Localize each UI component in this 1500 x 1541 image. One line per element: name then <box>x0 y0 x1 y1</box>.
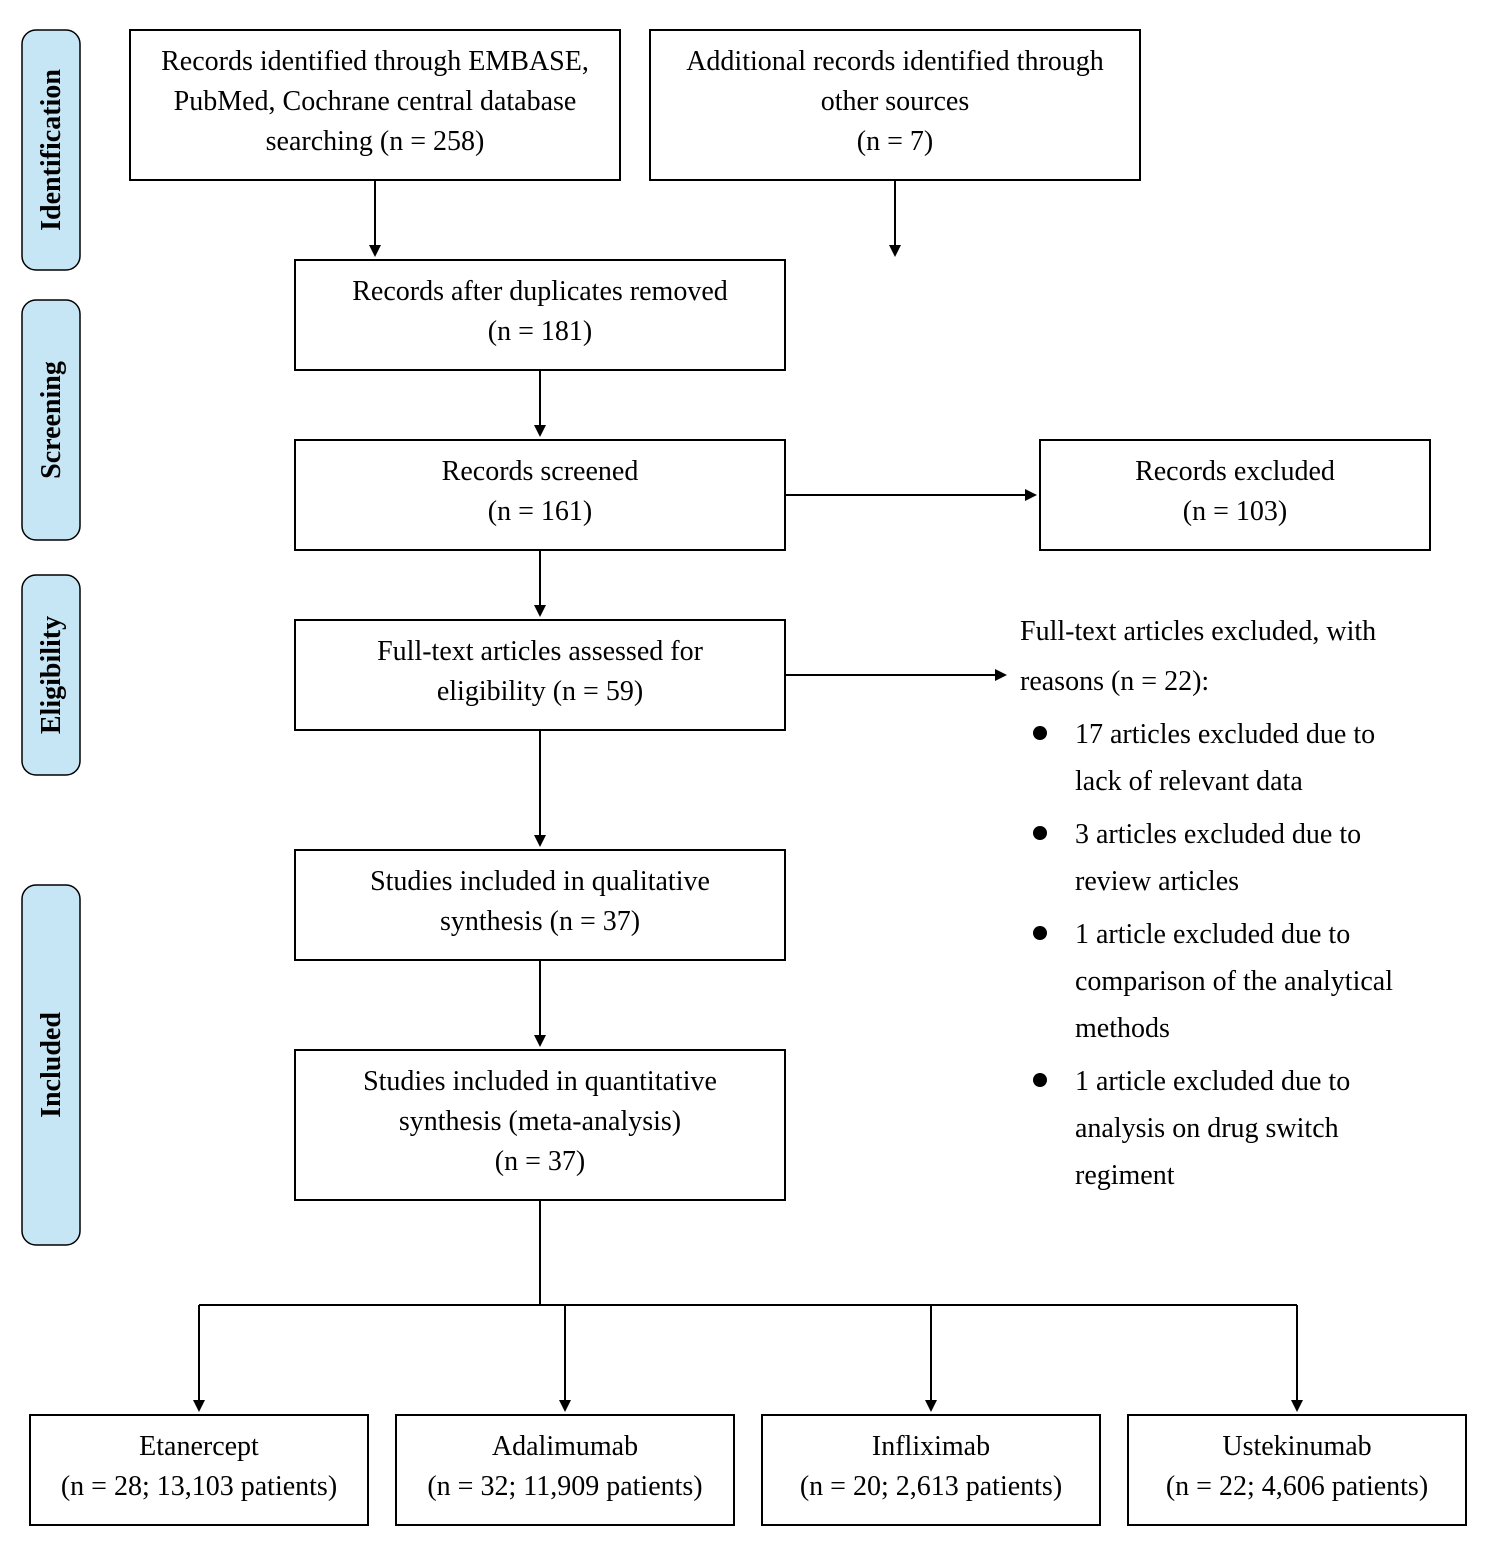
screened-line1: Records screened <box>442 456 639 487</box>
box-qualitative: Studies included in qualitative synthesi… <box>295 850 785 960</box>
identified-db-line1: Records identified through EMBASE, <box>161 46 589 77</box>
drug4-line2: (n = 22; 4,606 patients) <box>1166 1471 1428 1502</box>
qual-line1: Studies included in qualitative <box>370 866 710 897</box>
box-fulltext-assessed: Full-text articles assessed for eligibil… <box>295 620 785 730</box>
fulltext-excluded-reasons: Full-text articles excluded, with reason… <box>1020 616 1393 1191</box>
identified-other-line1: Additional records identified through <box>686 46 1104 77</box>
drug3-line2: (n = 20; 2,613 patients) <box>800 1471 1062 1502</box>
quant-line1: Studies included in quantitative <box>363 1066 717 1097</box>
stage-identification-label: Identification <box>36 69 67 231</box>
box-drug-infliximab: Infliximab (n = 20; 2,613 patients) <box>762 1415 1100 1525</box>
after-dup-line1: Records after duplicates removed <box>352 276 728 307</box>
excluded-ft-header-l2: reasons (n = 22): <box>1020 666 1209 697</box>
box-after-duplicates: Records after duplicates removed (n = 18… <box>295 260 785 370</box>
drug4-line1: Ustekinumab <box>1222 1431 1371 1462</box>
excluded-ft-b1-l2: lack of relevant data <box>1075 766 1303 797</box>
excluded-ft-b2-l1: 3 articles excluded due to <box>1075 819 1361 850</box>
identified-db-line3: searching (n = 258) <box>266 126 485 157</box>
excluded-ft-b3-l2: comparison of the analytical <box>1075 966 1393 997</box>
excluded-screen-line1: Records excluded <box>1135 456 1335 487</box>
box-quantitative: Studies included in quantitative synthes… <box>295 1050 785 1200</box>
qual-line2: synthesis (n = 37) <box>440 906 640 937</box>
excluded-ft-b4-l3: regiment <box>1075 1160 1175 1191</box>
box-screened: Records screened (n = 161) <box>295 440 785 550</box>
quant-line2: synthesis (meta-analysis) <box>399 1106 681 1137</box>
drug1-line2: (n = 28; 13,103 patients) <box>61 1471 337 1502</box>
drug2-line1: Adalimumab <box>492 1431 638 1462</box>
after-dup-line2: (n = 181) <box>488 316 592 347</box>
excluded-ft-b1-l1: 17 articles excluded due to <box>1075 719 1375 750</box>
fulltext-line2: eligibility (n = 59) <box>437 676 643 707</box>
stage-included-label: Included <box>36 1012 67 1118</box>
box-drug-ustekinumab: Ustekinumab (n = 22; 4,606 patients) <box>1128 1415 1466 1525</box>
stage-eligibility-label: Eligibility <box>36 616 67 734</box>
excluded-ft-header-l1: Full-text articles excluded, with <box>1020 616 1376 647</box>
excluded-ft-b3-l1: 1 article excluded due to <box>1075 919 1350 950</box>
prisma-flowchart: Identification Screening Eligibility Inc… <box>0 0 1500 1541</box>
excluded-ft-b4-l2: analysis on drug switch <box>1075 1113 1339 1144</box>
box-excluded-screen: Records excluded (n = 103) <box>1040 440 1430 550</box>
excluded-ft-b3-l3: methods <box>1075 1013 1170 1044</box>
quant-line3: (n = 37) <box>495 1146 585 1177</box>
excluded-ft-b2-l2: review articles <box>1075 866 1239 897</box>
identified-db-line2: PubMed, Cochrane central database <box>174 86 577 117</box>
screened-line2: (n = 161) <box>488 496 592 527</box>
drug1-line1: Etanercept <box>139 1431 259 1462</box>
drug3-line1: Infliximab <box>872 1431 990 1462</box>
stage-screening-label: Screening <box>36 361 67 479</box>
drug2-line2: (n = 32; 11,909 patients) <box>427 1471 702 1502</box>
box-drug-adalimumab: Adalimumab (n = 32; 11,909 patients) <box>396 1415 734 1525</box>
identified-other-line3: (n = 7) <box>857 126 933 157</box>
excluded-screen-line2: (n = 103) <box>1183 496 1287 527</box>
box-drug-etanercept: Etanercept (n = 28; 13,103 patients) <box>30 1415 368 1525</box>
identified-other-line2: other sources <box>821 86 970 117</box>
box-identified-db: Records identified through EMBASE, PubMe… <box>130 30 620 180</box>
fulltext-line1: Full-text articles assessed for <box>377 636 703 667</box>
box-identified-other: Additional records identified through ot… <box>650 30 1140 180</box>
excluded-ft-b4-l1: 1 article excluded due to <box>1075 1066 1350 1097</box>
